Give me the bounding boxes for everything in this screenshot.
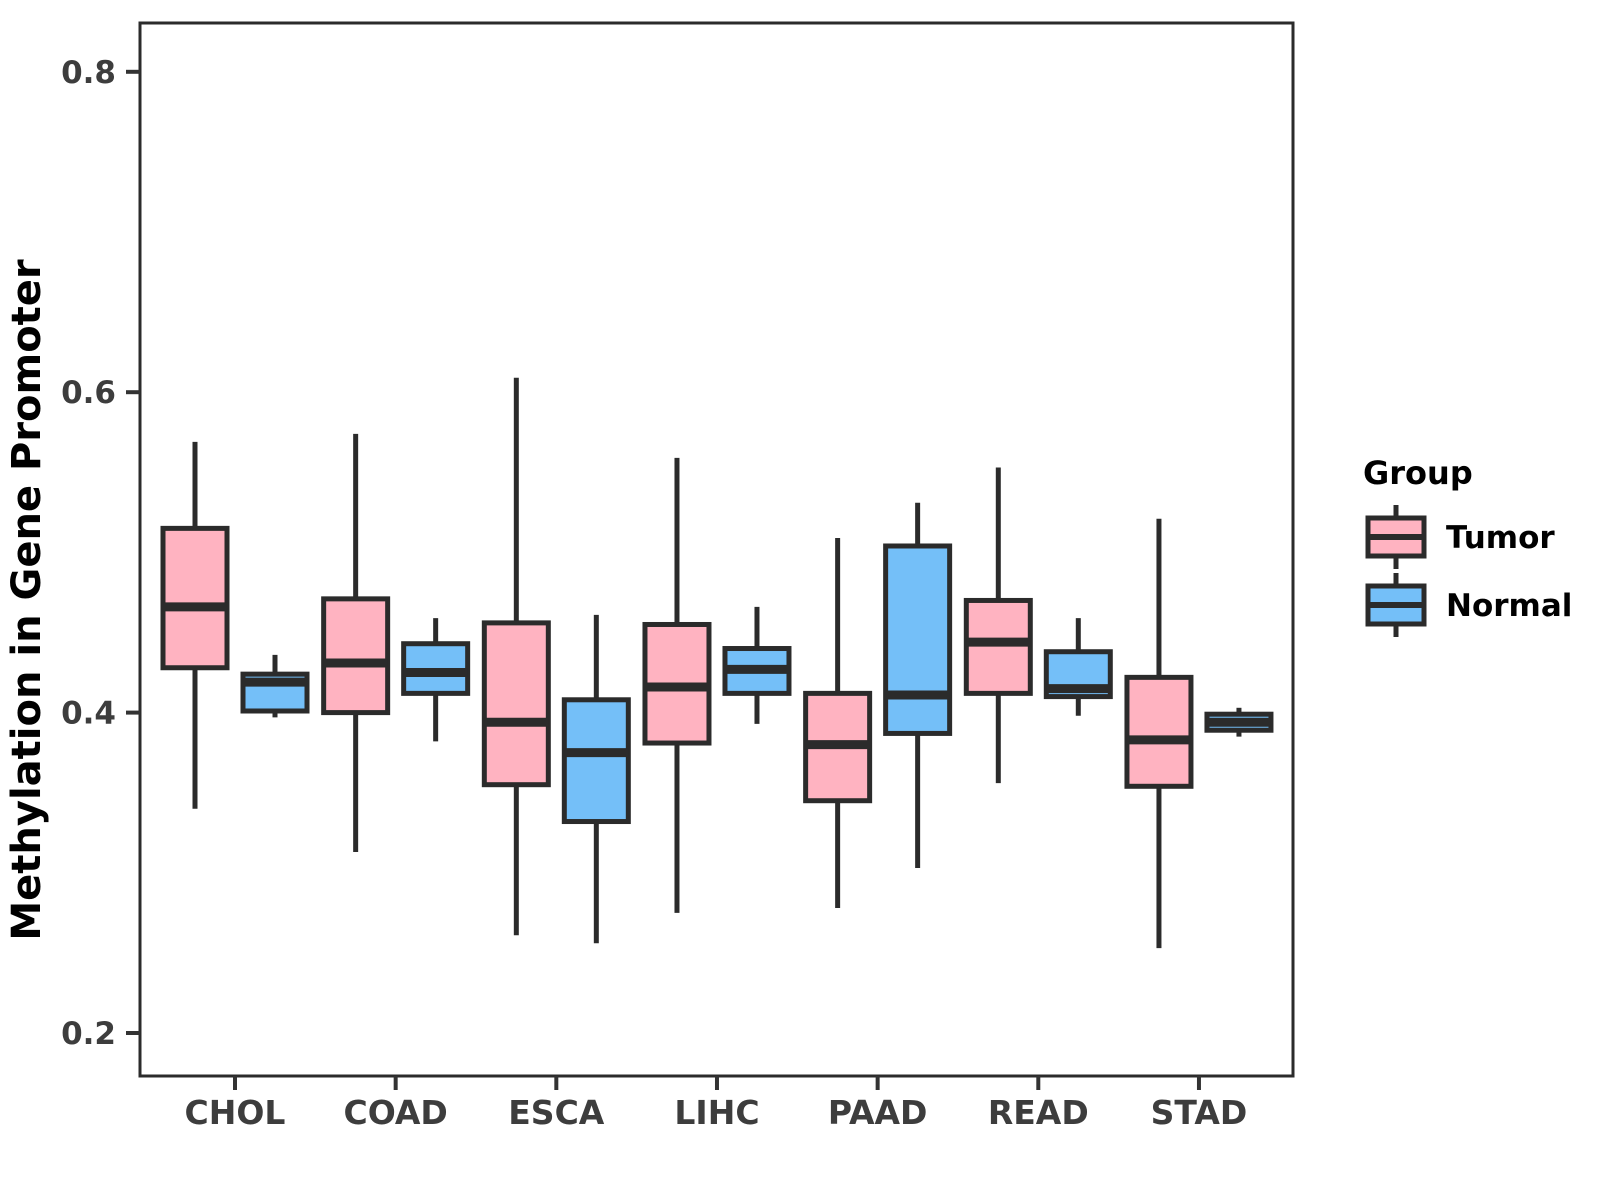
plot-panel-border <box>138 21 1295 1078</box>
legend-title: Group <box>1363 454 1473 492</box>
legend-label-tumor: Tumor <box>1446 520 1555 556</box>
boxes-layer <box>160 377 1274 949</box>
x-tick-label-esca: ESCA <box>508 1093 605 1132</box>
x-tick-label-read: READ <box>988 1093 1089 1132</box>
box-tumor-chol <box>160 525 230 671</box>
x-tick-label-lihc: LIHC <box>674 1093 759 1132</box>
legend: Group Tumor Normal <box>1363 454 1572 637</box>
x-tick-label-paad: PAAD <box>828 1093 928 1132</box>
y-tick-label: 0.8 <box>61 55 116 91</box>
x-tick-label-stad: STAD <box>1151 1093 1248 1132</box>
box-normal-esca <box>561 697 631 825</box>
x-tick-label-coad: COAD <box>343 1093 447 1132</box>
box-tumor-stad <box>1124 674 1194 789</box>
y-tick-label: 0.4 <box>61 696 116 732</box>
legend-entries: Tumor Normal <box>1365 505 1572 637</box>
box-tumor-coad <box>321 596 391 716</box>
legend-label-normal: Normal <box>1446 588 1572 624</box>
box-tumor-esca <box>481 620 551 788</box>
y-axis-title: Methylation in Gene Promoter <box>4 259 50 941</box>
box-tumor-read <box>963 597 1033 696</box>
axes-layer: 0.2 0.4 0.6 0.8 CHOL COAD ESCA LIHC PAAD READ STAD <box>61 55 1247 1132</box>
x-tick-label-chol: CHOL <box>185 1093 286 1132</box>
y-tick-label: 0.6 <box>61 375 116 411</box>
box-normal-paad <box>883 543 953 736</box>
y-tick-label: 0.2 <box>61 1016 116 1052</box>
